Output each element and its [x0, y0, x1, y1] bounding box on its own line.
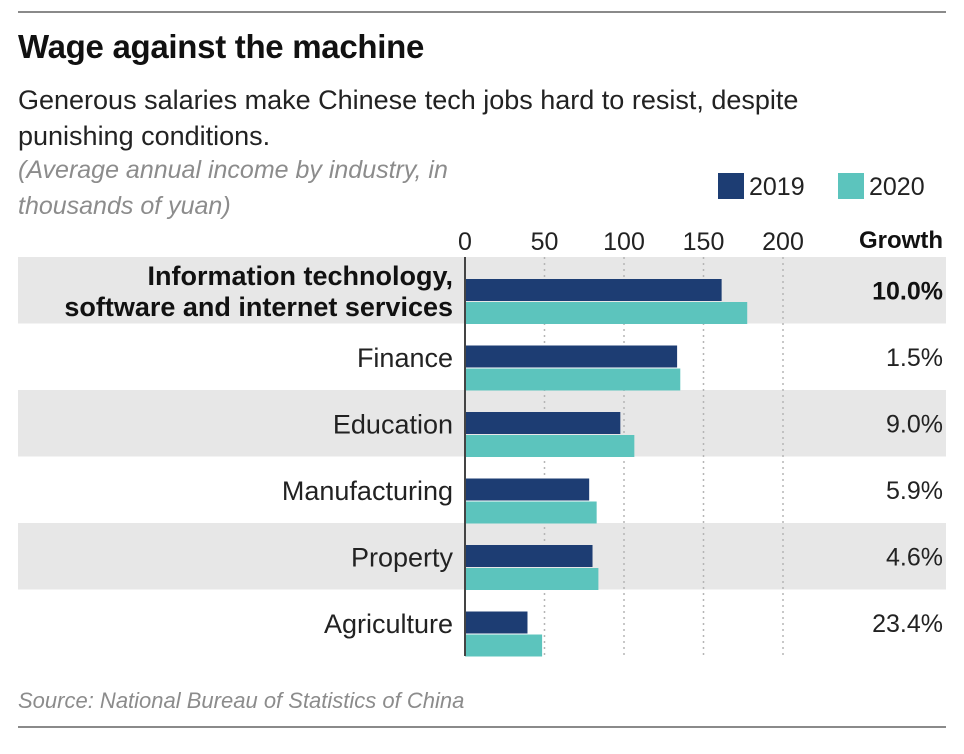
bar-2020 — [465, 568, 599, 590]
bar-2019 — [465, 345, 678, 368]
bar-2020 — [465, 634, 543, 657]
legend-label-2020: 2020 — [869, 173, 925, 201]
axis: 0 50 100 150 200 — [458, 228, 804, 656]
bar-2019 — [465, 412, 621, 434]
chart-subtitle: Generous salaries make Chinese tech jobs… — [18, 85, 799, 151]
bar-2020 — [465, 302, 748, 324]
category-label: Education — [333, 409, 453, 439]
category-label: Agriculture — [324, 609, 453, 639]
bar-2019 — [465, 545, 593, 567]
category-label: Manufacturing — [282, 476, 453, 506]
growth-value: 9.0% — [886, 410, 943, 438]
growth-header: Growth — [859, 227, 943, 254]
x-tick-label: 50 — [531, 228, 559, 256]
bar-2019 — [465, 279, 722, 301]
bar-2020 — [465, 368, 681, 391]
labels: Information technology,software and inte… — [64, 227, 943, 639]
category-label: software and internet services — [64, 292, 453, 322]
bar-2020 — [465, 435, 635, 457]
growth-value: 5.9% — [886, 477, 943, 505]
chart-title: Wage against the machine — [18, 28, 425, 65]
category-label: Information technology, — [148, 261, 454, 291]
source-note: Source: National Bureau of Statistics of… — [18, 688, 465, 713]
top-rule — [18, 11, 946, 13]
growth-value: 1.5% — [886, 344, 943, 372]
growth-value: 10.0% — [872, 277, 943, 305]
category-label: Property — [351, 542, 454, 572]
bottom-rule — [18, 726, 946, 728]
x-tick-label: 200 — [762, 228, 804, 256]
bar-2019 — [465, 611, 528, 634]
category-label: Finance — [357, 343, 453, 373]
bar-2019 — [465, 478, 590, 501]
legend-label-2019: 2019 — [749, 173, 805, 201]
growth-value: 4.6% — [886, 543, 943, 571]
legend-swatch-2019 — [718, 173, 744, 199]
legend: 2019 2020 — [718, 173, 925, 201]
x-tick-label: 150 — [683, 228, 725, 256]
x-tick-label: 0 — [458, 228, 472, 256]
bars — [465, 279, 748, 657]
bar-2020 — [465, 501, 597, 524]
legend-swatch-2020 — [838, 173, 864, 199]
chart-units-note: (Average annual income by industry, in t… — [18, 156, 448, 220]
growth-value: 23.4% — [872, 610, 943, 638]
x-tick-label: 100 — [603, 228, 645, 256]
